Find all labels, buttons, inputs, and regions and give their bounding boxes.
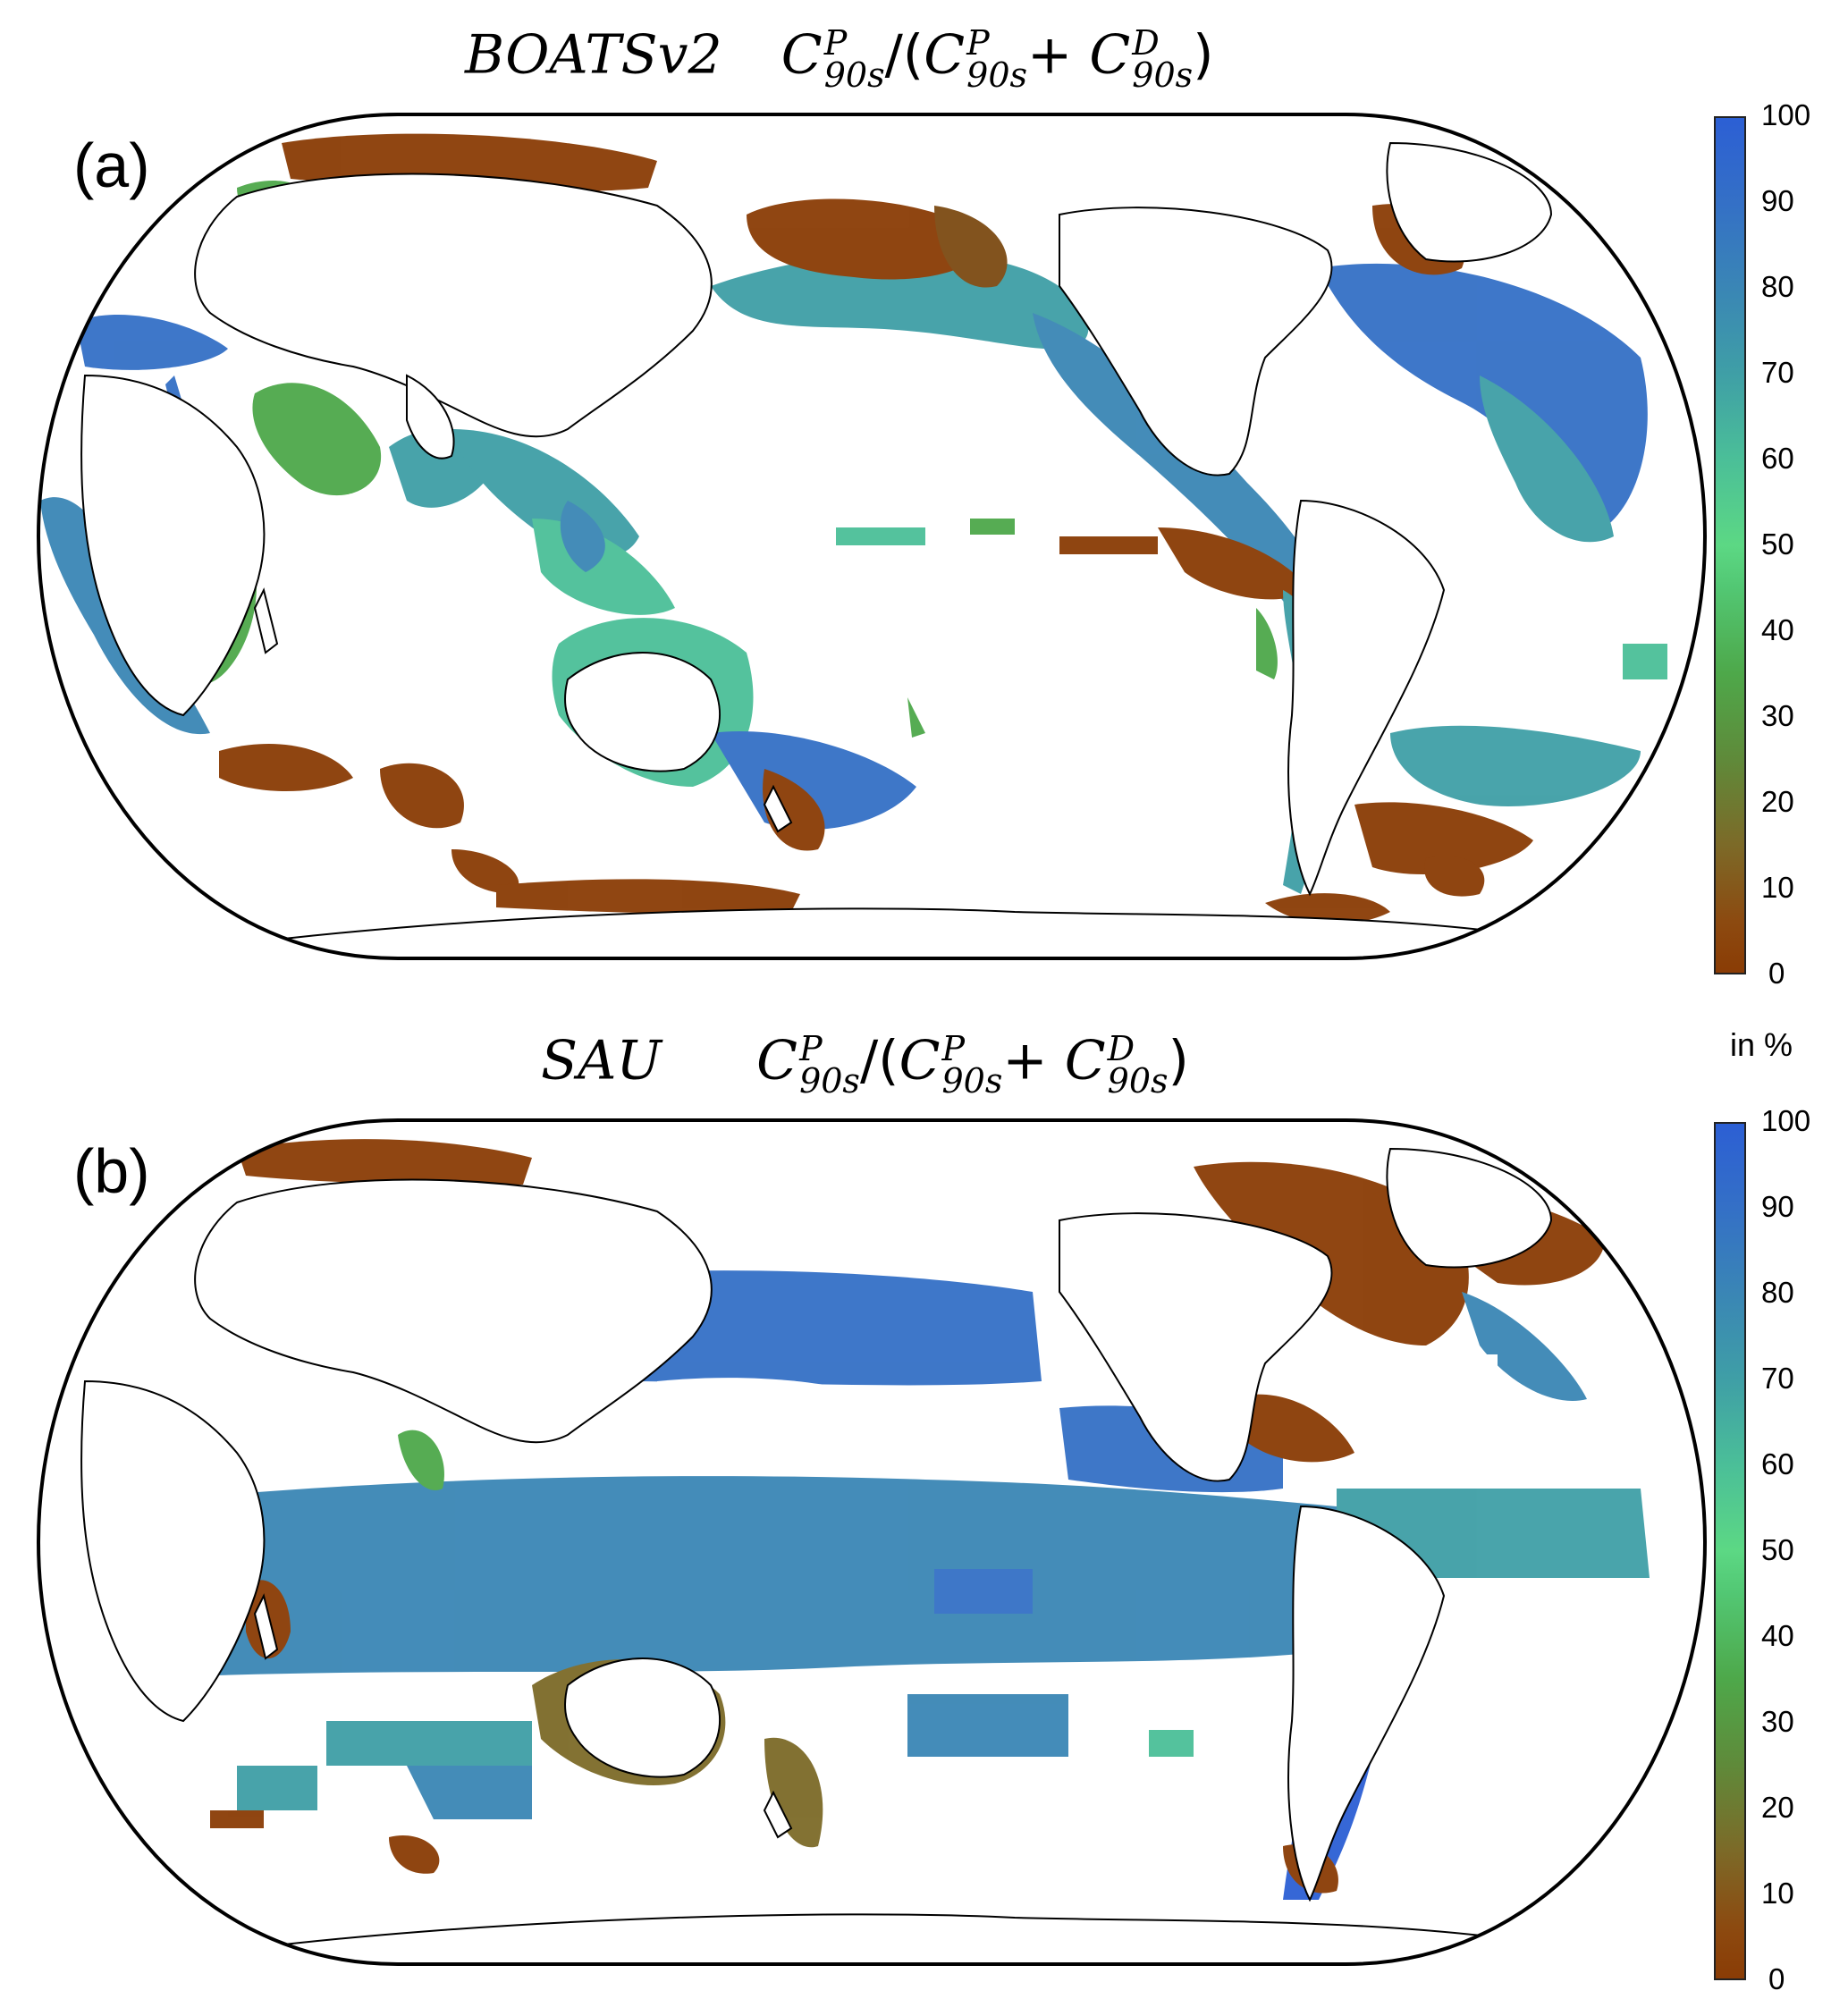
cbar-b-tick-80: 80 <box>1761 1276 1794 1309</box>
map-b-svg <box>36 1118 1708 1966</box>
panel-b-title-model: SAU <box>541 1029 662 1092</box>
cbar-a-tick-60: 60 <box>1761 442 1794 475</box>
map-a-frame <box>36 113 1708 960</box>
coastlines-a <box>80 141 1553 958</box>
colorbar-a <box>1714 116 1746 974</box>
colorbar-unit: in % <box>1730 1026 1793 1063</box>
map-a-svg <box>36 113 1708 960</box>
panel-a-title: BOATSv2 C P 90s/(C P 90s + C D 90s) <box>465 23 1214 96</box>
cbar-a-tick-90: 90 <box>1761 184 1794 217</box>
cbar-a-tick-100: 100 <box>1761 98 1811 131</box>
cbar-a-tick-0: 0 <box>1768 957 1785 990</box>
cbar-b-tick-0: 0 <box>1768 1962 1785 1995</box>
cbar-b-tick-30: 30 <box>1761 1705 1794 1738</box>
panel-b-title: SAU C P 90s/(C P 90s + C D 90s) <box>541 1029 1189 1101</box>
coastlines-b <box>80 1147 1553 1964</box>
global-map-boats <box>31 107 1712 966</box>
cbar-a-tick-80: 80 <box>1761 270 1794 303</box>
panel-a-title-model: BOATSv2 <box>465 23 722 87</box>
cbar-b-tick-60: 60 <box>1761 1447 1794 1480</box>
panel-a-label: (a) <box>73 131 150 200</box>
cbar-b-tick-50: 50 <box>1761 1533 1794 1566</box>
cbar-a-tick-30: 30 <box>1761 699 1794 732</box>
cbar-b-tick-100: 100 <box>1761 1104 1811 1137</box>
cbar-a-tick-40: 40 <box>1761 613 1794 646</box>
map-b-frame <box>36 1118 1708 1966</box>
colorbar-b <box>1714 1122 1746 1980</box>
cbar-b-tick-70: 70 <box>1761 1362 1794 1395</box>
cbar-a-tick-70: 70 <box>1761 356 1794 389</box>
global-map-sau <box>31 1113 1712 1971</box>
cbar-b-tick-20: 20 <box>1761 1791 1794 1824</box>
cbar-a-tick-10: 10 <box>1761 871 1794 904</box>
cbar-a-tick-20: 20 <box>1761 785 1794 818</box>
cbar-b-tick-90: 90 <box>1761 1190 1794 1223</box>
cbar-b-tick-40: 40 <box>1761 1619 1794 1652</box>
cbar-a-tick-50: 50 <box>1761 527 1794 561</box>
panel-b-label: (b) <box>73 1136 150 1206</box>
cbar-b-tick-10: 10 <box>1761 1877 1794 1910</box>
